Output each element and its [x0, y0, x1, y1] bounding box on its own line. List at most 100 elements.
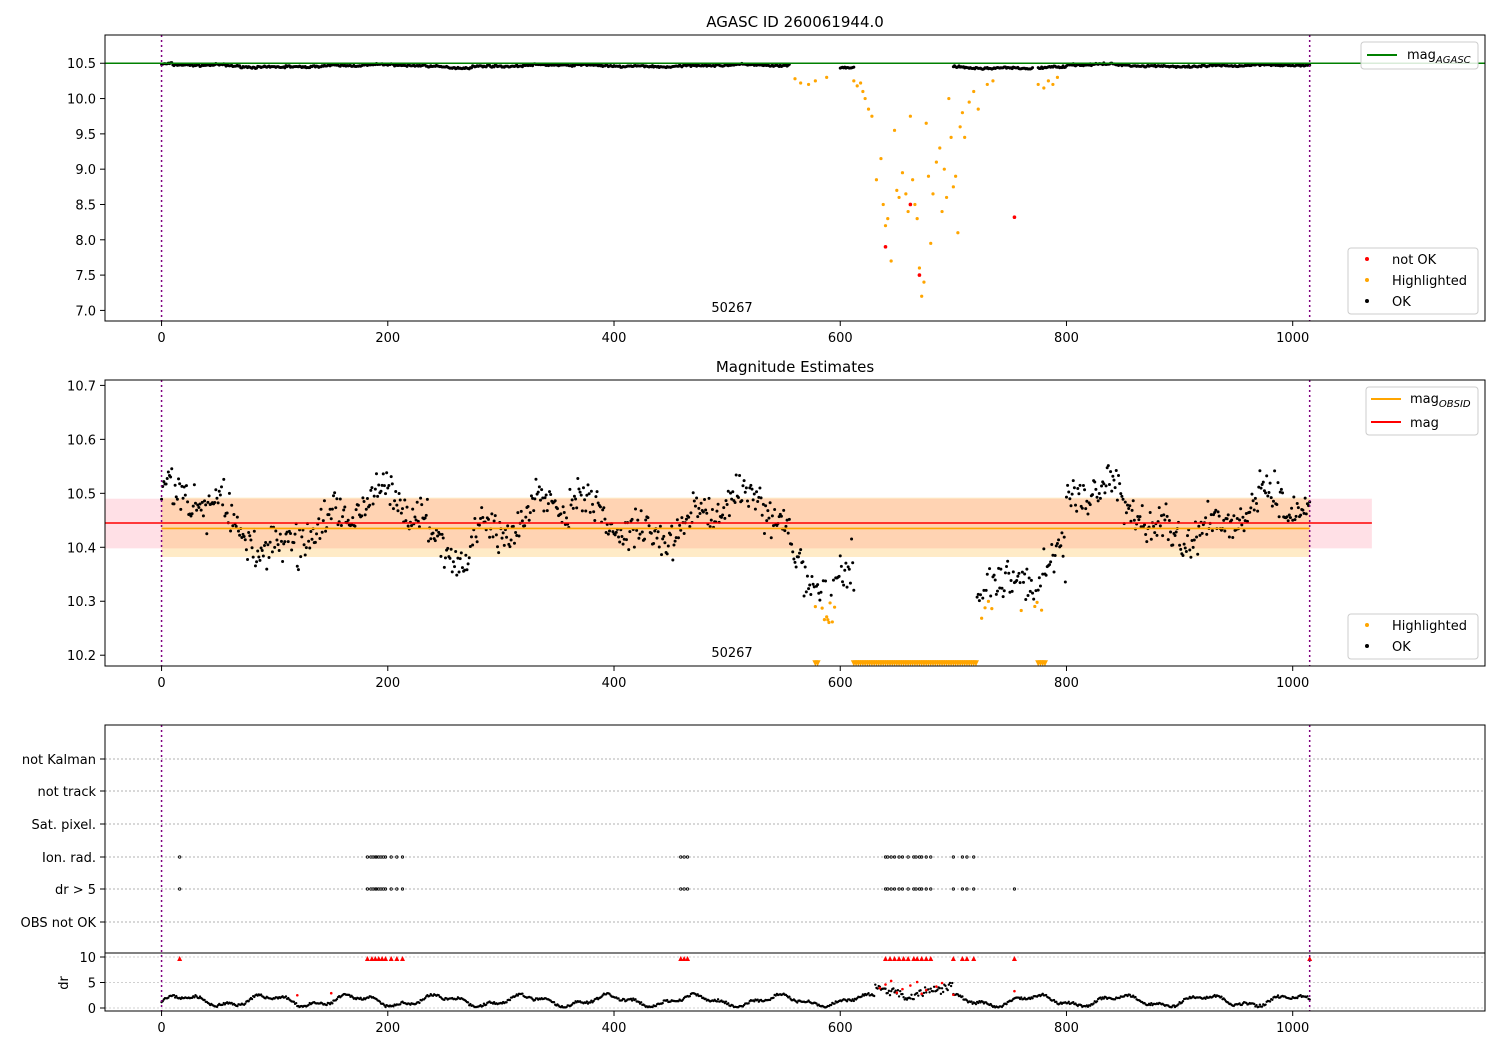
ok-point — [1268, 481, 1272, 485]
ok-point — [1209, 513, 1213, 517]
ok-point — [189, 514, 193, 518]
ok-point — [1061, 554, 1065, 558]
ion-rad-flag — [886, 855, 890, 859]
ion-rad-flag — [892, 855, 897, 859]
ok-point — [494, 533, 498, 537]
dr-clipped-marker — [923, 956, 929, 962]
dr-gt-5-flag — [892, 887, 897, 891]
ok-point — [517, 534, 521, 538]
ok-point — [440, 532, 444, 536]
dr-clipped-marker — [901, 956, 907, 962]
ok-point — [328, 507, 332, 511]
ok-point — [1251, 499, 1255, 503]
ok-point — [787, 517, 791, 521]
dr-point — [585, 1000, 589, 1003]
ok-point — [977, 599, 981, 603]
ok-point — [455, 573, 459, 577]
ok-point — [1041, 572, 1045, 576]
dr-point — [592, 999, 595, 1003]
ok-point — [653, 529, 657, 533]
ok-point — [727, 514, 731, 518]
ok-point — [1025, 567, 1029, 571]
ok-point — [477, 523, 481, 527]
ok-point — [818, 598, 822, 602]
panel-magnitude-estimates: Magnitude Estimates 50267 0 200 400 600 800 1… — [67, 358, 1486, 691]
ok-point — [839, 564, 843, 568]
dr-point — [796, 1001, 799, 1004]
highlighted-point — [931, 192, 935, 196]
ok-point — [342, 508, 346, 512]
dr-point — [1099, 996, 1102, 999]
ok-point — [1171, 543, 1175, 547]
ok-point — [1048, 563, 1052, 567]
ok-point — [335, 497, 339, 501]
ok-point — [295, 564, 299, 568]
dr-clipped-marker — [959, 956, 965, 962]
ok-point — [752, 492, 756, 496]
highlighted-point — [954, 174, 958, 178]
x-tick-label: 1000 — [1276, 1021, 1309, 1036]
ok-point — [341, 515, 345, 519]
ok-point — [696, 515, 700, 519]
ok-point — [736, 495, 740, 499]
ok-point — [250, 546, 254, 550]
ok-point — [808, 583, 812, 587]
highlighted-point — [900, 171, 905, 175]
legend-label-mag-agasc: mag — [1407, 48, 1436, 63]
ok-point — [197, 506, 201, 510]
ok-point — [1279, 487, 1283, 491]
ok-point — [180, 484, 184, 488]
ok-point — [1239, 507, 1243, 511]
highlighted-point — [883, 224, 888, 228]
ok-point — [992, 573, 996, 577]
ok-point — [160, 497, 164, 501]
ok-point — [624, 538, 628, 542]
ok-point — [1191, 545, 1195, 549]
highlighted-point — [917, 266, 922, 270]
ok-point — [679, 528, 683, 532]
highlighted-point — [1055, 75, 1060, 79]
ok-point — [200, 500, 204, 504]
ok-point — [1167, 518, 1171, 522]
dr-clipped-marker — [896, 956, 902, 962]
highlighted-point — [1035, 600, 1039, 605]
ok-point — [249, 538, 253, 542]
ok-point — [264, 541, 268, 545]
dr-point — [961, 995, 964, 998]
ok-point — [376, 494, 380, 498]
ok-point — [1059, 544, 1063, 548]
ok-point — [450, 570, 454, 574]
ion-rad-flag — [900, 855, 905, 859]
ok-point — [588, 510, 592, 514]
ok-point — [1126, 503, 1130, 507]
ok-point — [214, 488, 218, 492]
dr-point — [292, 1000, 296, 1004]
ok-point — [1127, 507, 1131, 511]
dr-point — [1020, 996, 1023, 999]
ok-point — [1038, 584, 1042, 588]
ok-point — [1032, 597, 1036, 601]
y-tick-label: 9.5 — [75, 128, 96, 143]
ok-point — [782, 508, 786, 512]
ok-point — [1015, 579, 1019, 583]
panel2-legend-top: magOBSID mag — [1365, 386, 1479, 436]
ok-point — [663, 541, 667, 545]
ok-point — [333, 491, 337, 495]
ok-point — [382, 484, 386, 488]
dr-clipped-marker — [364, 956, 370, 962]
ok-point — [199, 508, 203, 512]
highlighted-point — [1039, 608, 1044, 612]
ok-point — [764, 504, 768, 508]
dr-point — [1132, 994, 1135, 997]
ok-point — [1029, 578, 1033, 582]
ok-point — [511, 524, 515, 528]
ok-point — [1287, 513, 1291, 517]
ok-point — [649, 531, 653, 535]
ok-point — [842, 583, 846, 587]
y-tick-label: 7.5 — [75, 269, 96, 284]
ok-point — [1124, 511, 1128, 515]
ok-point — [439, 554, 443, 558]
ok-point — [1084, 507, 1088, 511]
ok-point — [243, 538, 247, 542]
ok-point — [1136, 514, 1140, 518]
